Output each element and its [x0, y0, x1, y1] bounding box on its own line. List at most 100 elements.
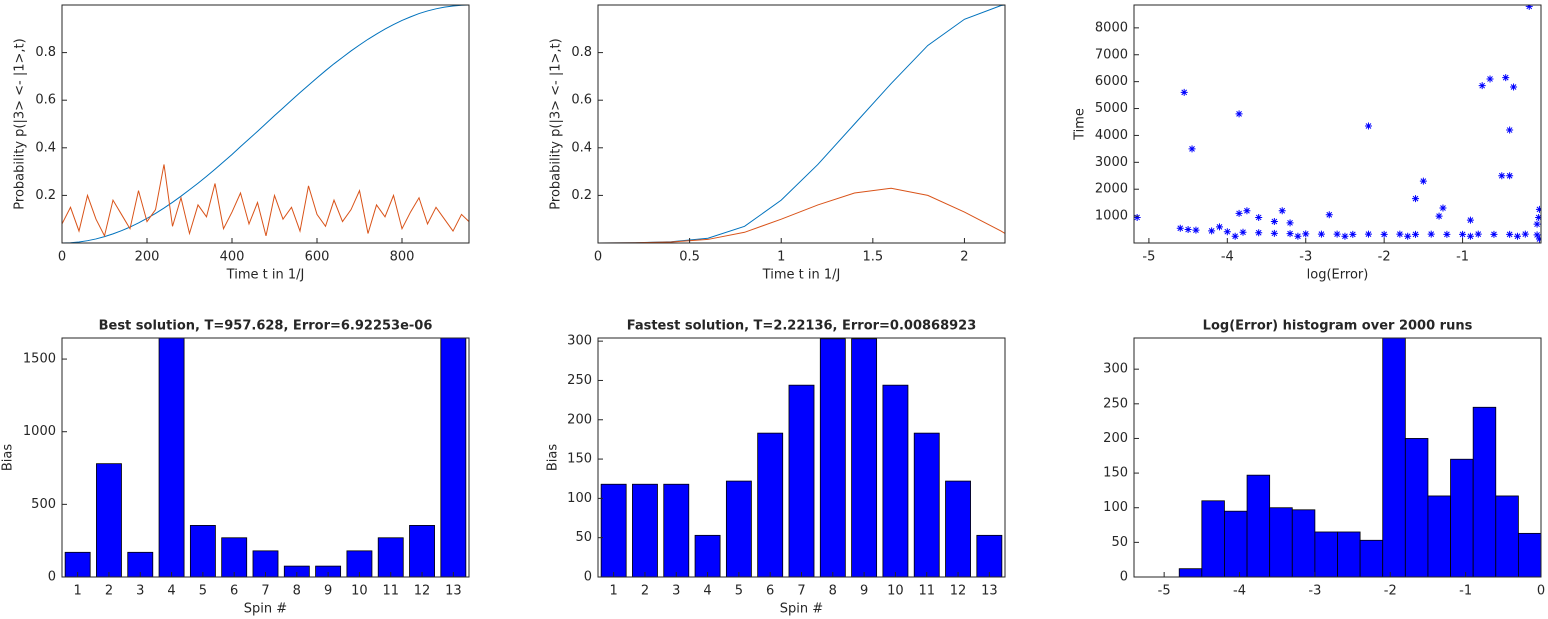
marker: [1533, 220, 1541, 228]
x-tick-label: 5: [199, 584, 207, 599]
marker: [1364, 122, 1372, 130]
y-tick-label: 200: [1103, 431, 1128, 446]
marker: [1239, 228, 1247, 236]
bar: [1517, 532, 1541, 577]
y-tick-label: 5000: [1095, 101, 1128, 116]
plot-area: [62, 5, 469, 243]
y-tick-label: 0.8: [571, 45, 592, 60]
marker: [1502, 74, 1510, 82]
y-tick-label: 500: [31, 497, 56, 512]
x-tick-label: 12: [414, 584, 431, 599]
bar: [694, 534, 721, 577]
axes: 0.2 0.4 0.6 0.8 0 0.5 1 1.5 2 Time t in 1/J Probab…: [549, 4, 1006, 283]
x-tick-label: -3: [1299, 250, 1312, 265]
bar: [1224, 510, 1248, 577]
marker: [1278, 207, 1286, 215]
y-tick-label: 50: [1111, 535, 1128, 550]
x-tick-label: 4: [703, 584, 711, 599]
x-axis-label: Time t in 1/J: [226, 268, 305, 283]
x-tick-label: 11: [918, 584, 935, 599]
marker: [1459, 230, 1467, 238]
marker: [1466, 216, 1474, 224]
bar: [1404, 438, 1429, 577]
marker: [1317, 230, 1325, 238]
bar: [945, 480, 971, 577]
y-tick-label: 100: [1103, 500, 1128, 515]
bar: [725, 480, 752, 577]
x-tick-label: 7: [261, 584, 269, 599]
marker: [1474, 230, 1482, 238]
marker: [1506, 126, 1514, 134]
y-tick-label: 3000: [1095, 155, 1128, 170]
chart-title: Best solution, T=957.628, Error=6.92253e…: [99, 319, 433, 334]
marker: [1176, 224, 1184, 232]
bar: [1359, 539, 1384, 577]
x-tick-label: 6: [230, 584, 238, 599]
bar: [1472, 406, 1497, 577]
axes-box: [1133, 337, 1542, 578]
bar: [788, 384, 815, 577]
y-tick-label: 0.4: [35, 140, 56, 155]
marker: [1506, 172, 1514, 180]
marker: [1192, 226, 1200, 234]
marker: [1510, 83, 1518, 91]
x-tick-label: -3: [1308, 584, 1321, 599]
marker: [1364, 230, 1372, 238]
y-tick-label: 300: [567, 334, 592, 349]
y-tick-label: 0: [1120, 570, 1128, 585]
axes: 1000 2000 3000 4000 5000 6000 7000 8000 -5 -4 -3 -2…: [1073, 4, 1542, 283]
bar: [409, 525, 435, 577]
marker: [1341, 232, 1349, 240]
marker: [1243, 207, 1251, 215]
bar: [96, 463, 122, 577]
marker: [1349, 230, 1357, 238]
marker: [1208, 227, 1216, 235]
y-tick-label: 6000: [1095, 74, 1128, 89]
x-tick-label: 10: [887, 584, 904, 599]
bar: [158, 338, 185, 577]
y-axis-label: Probability p(|3> <- |1>,t): [549, 38, 564, 209]
x-tick-label: 5: [735, 584, 743, 599]
marker: [1466, 232, 1474, 240]
marker: [1255, 213, 1263, 221]
marker: [1380, 230, 1388, 238]
bar: [851, 338, 878, 577]
y-tick-label: 1000: [23, 424, 56, 439]
y-tick-label: 150: [567, 452, 592, 467]
x-tick-label: 0: [58, 250, 66, 265]
marker: [1188, 145, 1196, 153]
line: [598, 5, 1005, 243]
x-tick-label: -4: [1221, 250, 1234, 265]
bar: [976, 534, 1003, 577]
x-tick-label: -1: [1459, 584, 1472, 599]
plot-area: [598, 5, 1005, 243]
axes-box: [61, 337, 470, 578]
x-tick-label: 0.5: [679, 250, 700, 265]
y-tick-label: 0.6: [571, 93, 592, 108]
marker: [1235, 209, 1243, 217]
y-tick-label: 8000: [1095, 20, 1128, 35]
marker: [1412, 230, 1420, 238]
axes-box: [61, 4, 470, 244]
x-axis-label: Time t in 1/J: [762, 268, 841, 283]
y-tick-label: 4000: [1095, 128, 1128, 143]
marker: [1412, 195, 1420, 203]
y-tick-label: 0.6: [35, 93, 56, 108]
bar: [1291, 509, 1316, 577]
marker: [1134, 213, 1141, 221]
chart-title: Log(Error) histogram over 2000 runs: [1203, 319, 1473, 334]
marker: [1486, 75, 1494, 83]
marker: [1404, 232, 1412, 240]
x-tick-label: 200: [135, 250, 160, 265]
y-tick-label: 150: [1103, 466, 1128, 481]
x-tick-label: 2: [960, 250, 968, 265]
y-axis-label: Bias: [546, 444, 561, 471]
x-tick-label: 9: [324, 584, 332, 599]
x-tick-label: -1: [1456, 250, 1469, 265]
bar: [1314, 531, 1338, 577]
x-axis-label: Spin #: [780, 602, 823, 617]
x-tick-label: 800: [390, 250, 415, 265]
bar: [1337, 531, 1361, 577]
plot-area: [64, 338, 467, 577]
